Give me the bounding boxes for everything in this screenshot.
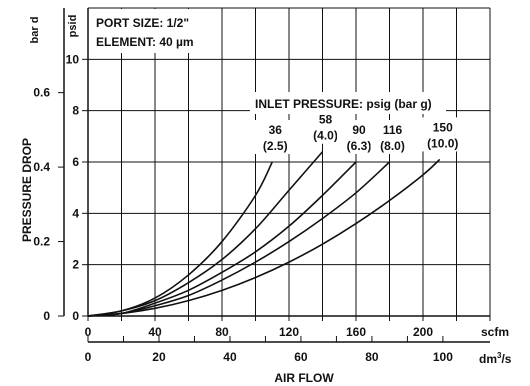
element-label: ELEMENT: 40 µm (96, 35, 194, 49)
curve-116 (87, 161, 391, 317)
psid-tick-label: 4 (72, 206, 79, 220)
series-labels: 36 (2.5) 58 (4.0) 90 (6.3) 116 (8.0) 150 (10.0) (253, 109, 465, 154)
bar-tick-label: 0.2 (33, 235, 50, 249)
series-label-backing (370, 120, 415, 154)
dm3s-unit-sup: 3 (497, 351, 502, 360)
dm3s-unit-label: dm3/s (479, 351, 512, 366)
dm3s-tick-label: 100 (433, 350, 453, 364)
psid-tick-label: 0 (72, 309, 79, 323)
dm3s-tick-label: 20 (152, 350, 166, 364)
dm3s-unit-base: dm (479, 352, 497, 366)
scfm-tick-label: 80 (215, 325, 229, 339)
series-label-backing (253, 120, 298, 154)
series-label-116: 116 (383, 123, 403, 137)
psid-tick-label: 8 (72, 104, 79, 118)
scfm-unit-label: scfm (481, 325, 509, 339)
psid-tick-label: 2 (72, 258, 79, 272)
series-sublabel-90: (6.3) (347, 139, 372, 153)
scfm-tick-label: 200 (413, 325, 433, 339)
series-label-150: 150 (433, 120, 453, 134)
series-sublabel-150: (10.0) (427, 136, 458, 150)
dm3s-tick-label: 60 (294, 350, 308, 364)
psid-unit-label: psid (67, 15, 79, 38)
dm3s-tick-label: 0 (85, 350, 92, 364)
axes (63, 8, 490, 343)
series-sublabel-58: (4.0) (313, 129, 338, 143)
legend-title: INLET PRESSURE: psig (bar g) (255, 97, 432, 111)
series-sublabel-36: (2.5) (263, 139, 288, 153)
series-label-90: 90 (352, 123, 366, 137)
bar-tick-label: 0.4 (33, 160, 50, 174)
series-sublabel-116: (8.0) (380, 139, 405, 153)
x-axis-title: AIR FLOW (274, 371, 334, 385)
series-label-36: 36 (269, 123, 283, 137)
scfm-tick-label: 160 (346, 325, 366, 339)
series-label-backing (420, 117, 465, 152)
curves (87, 151, 441, 317)
bar-unit-label: bar d (29, 17, 41, 44)
curve-150 (87, 158, 441, 317)
psid-tick-label: 10 (66, 52, 80, 66)
scfm-tick-label: 40 (148, 325, 162, 339)
bar-tick-label: 0 (43, 309, 50, 323)
grid (88, 7, 491, 316)
info-box (89, 9, 215, 53)
port-size-label: PORT SIZE: 1/2" (96, 16, 189, 30)
scfm-tick-label: 0 (85, 325, 92, 339)
bar-tick-label: 0.6 (33, 86, 50, 100)
legend-title-backing (250, 92, 446, 114)
dm3s-tick-label: 80 (365, 350, 379, 364)
series-label-58: 58 (319, 113, 333, 127)
dm3s-tick-label: 40 (223, 350, 237, 364)
dm3s-unit-tail: /s (501, 352, 511, 366)
scfm-tick-label: 120 (279, 325, 299, 339)
curve-58 (87, 151, 324, 317)
y-axis-title: PRESSURE DROP (20, 138, 34, 242)
psid-tick-label: 6 (72, 155, 79, 169)
